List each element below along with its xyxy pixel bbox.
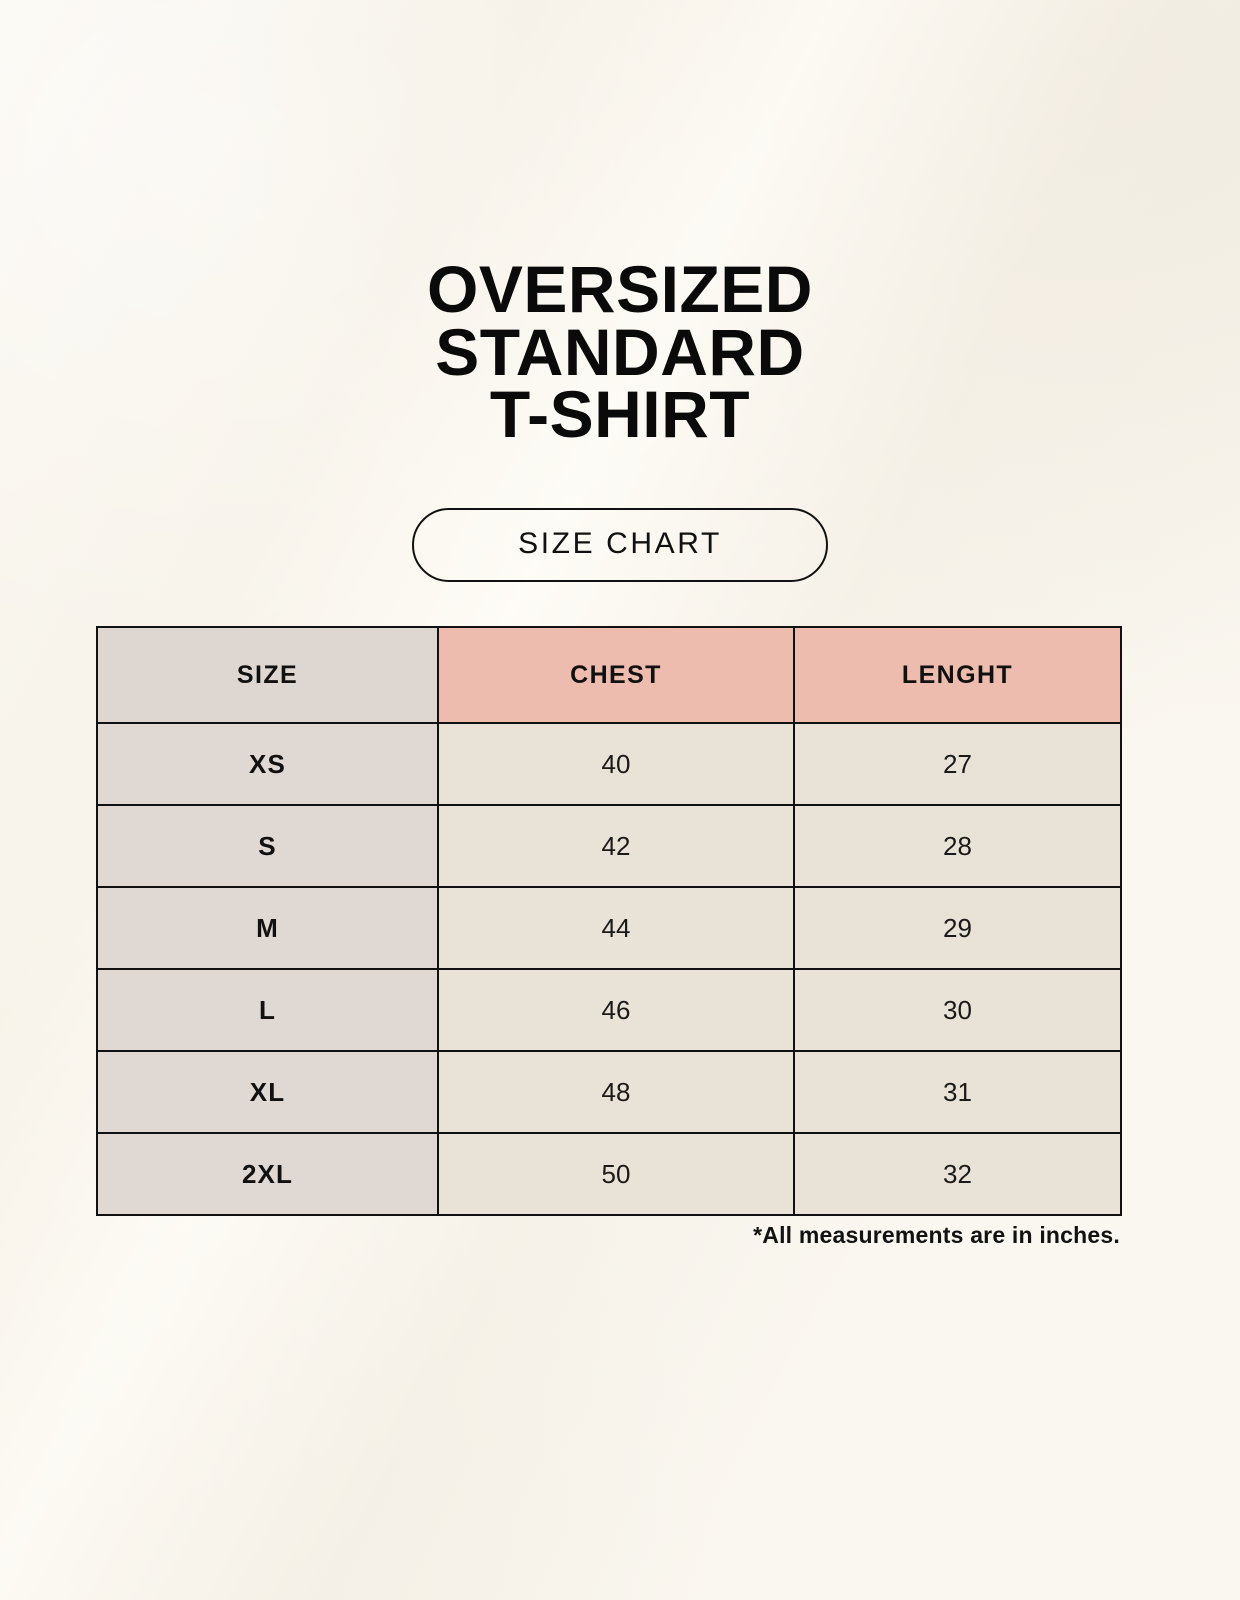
size-table-head: SIZE CHEST LENGHT (96, 626, 1122, 724)
column-header-size: SIZE (96, 626, 439, 724)
cell-chest-s: 42 (437, 804, 795, 888)
cell-chest-xs: 40 (437, 722, 795, 806)
size-chart-badge-container: SIZE CHART (0, 508, 1240, 582)
cell-chest-m: 44 (437, 886, 795, 970)
cell-length-xl: 31 (793, 1050, 1122, 1134)
column-header-length: LENGHT (793, 626, 1122, 724)
cell-size-xl: XL (96, 1050, 439, 1134)
cell-length-xs: 27 (793, 722, 1122, 806)
cell-chest-l: 46 (437, 968, 795, 1052)
cell-size-s: S (96, 804, 439, 888)
column-header-chest: CHEST (437, 626, 795, 724)
size-chart-badge-label: SIZE CHART (518, 527, 722, 560)
table-header-row: SIZE CHEST LENGHT (96, 626, 1122, 724)
measurement-units-note: *All measurements are in inches. (753, 1222, 1120, 1248)
table-row: XS 40 27 (96, 722, 1122, 806)
size-table: SIZE CHEST LENGHT XS 40 27 S 42 28 M (96, 626, 1122, 1216)
cell-size-l: L (96, 968, 439, 1052)
cell-size-xs: XS (96, 722, 439, 806)
table-row: XL 48 31 (96, 1050, 1122, 1134)
size-table-body: XS 40 27 S 42 28 M 44 29 L 46 30 (96, 722, 1122, 1216)
cell-length-2xl: 32 (793, 1132, 1122, 1216)
cell-length-s: 28 (793, 804, 1122, 888)
title-line-1: OVERSIZED (427, 252, 813, 326)
cell-length-m: 29 (793, 886, 1122, 970)
cell-length-l: 30 (793, 968, 1122, 1052)
table-row: L 46 30 (96, 968, 1122, 1052)
cell-chest-2xl: 50 (437, 1132, 795, 1216)
table-row: S 42 28 (96, 804, 1122, 888)
table-row: M 44 29 (96, 886, 1122, 970)
size-chart-badge: SIZE CHART (412, 508, 828, 582)
table-row: 2XL 50 32 (96, 1132, 1122, 1216)
title-line-2: STANDARD (435, 314, 805, 389)
page-title: OVERSIZED STANDARD T-SHIRT (0, 252, 1240, 452)
size-table-container: SIZE CHEST LENGHT XS 40 27 S 42 28 M (96, 626, 1122, 1216)
cell-chest-xl: 48 (437, 1050, 795, 1134)
title-line-3: T-SHIRT (489, 377, 751, 452)
cell-size-m: M (96, 886, 439, 970)
cell-size-2xl: 2XL (96, 1132, 439, 1216)
